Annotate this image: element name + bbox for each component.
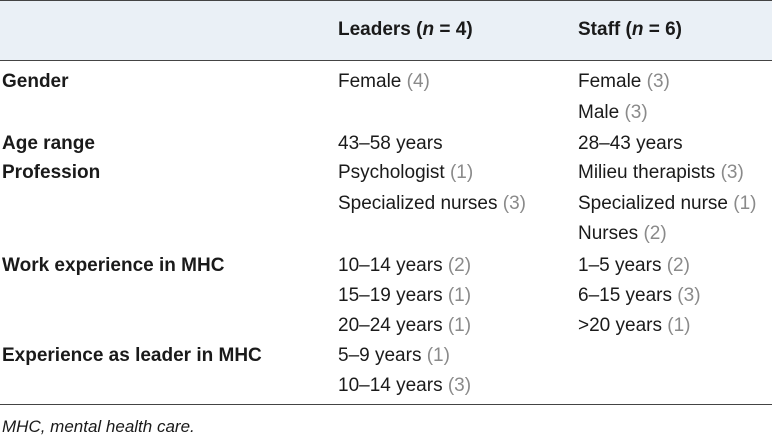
staff-profession-1: Specialized nurse (1)	[578, 192, 757, 216]
cell-count: (3)	[502, 193, 526, 214]
cell-count: (1)	[447, 285, 472, 306]
cell-count: (3)	[624, 102, 648, 123]
cell-text: Specialized nurse	[578, 193, 734, 214]
cell-count: (4)	[406, 71, 430, 92]
cell-text: Specialized nurses	[338, 193, 503, 214]
cell-count: (3)	[720, 162, 744, 183]
cell-count: (1)	[447, 315, 472, 336]
row-label-gender: Gender	[2, 71, 69, 92]
staff-header-post: = 6)	[643, 19, 682, 40]
leaders-header-pre: Leaders (	[338, 19, 423, 40]
cell-text: 5–9 years	[338, 345, 427, 366]
staff-profession-2: Nurses (2)	[578, 222, 667, 246]
row-label-work-experience: Work experience in MHC	[2, 255, 225, 276]
staff-profession-0: Milieu therapists (3)	[578, 161, 744, 185]
row-label-age-range: Age range	[2, 133, 95, 154]
leaders-leader-exp-1: 10–14 years (3)	[338, 374, 471, 398]
leaders-work-0: 10–14 years (2)	[338, 254, 471, 278]
cell-text: 6–15 years	[578, 285, 678, 306]
cell-count: (2)	[643, 223, 667, 244]
cell-count: (1)	[667, 315, 691, 336]
leaders-profession-1: Specialized nurses (3)	[338, 192, 526, 216]
cell-count: (3)	[646, 71, 670, 92]
cell-text: 28–43 years	[578, 133, 683, 154]
staff-work-2: >20 years (1)	[578, 314, 690, 338]
bottom-rule	[0, 404, 772, 405]
staff-header-n: n	[631, 19, 644, 40]
cell-count: (1)	[426, 345, 450, 366]
leaders-age-0: 43–58 years	[338, 132, 443, 156]
staff-work-1: 6–15 years (3)	[578, 284, 701, 308]
leaders-work-2: 20–24 years (1)	[338, 314, 471, 338]
cell-count: (3)	[677, 285, 701, 306]
cell-text: 15–19 years	[338, 285, 448, 306]
leaders-work-1: 15–19 years (1)	[338, 284, 471, 308]
leaders-profession-0: Psychologist (1)	[338, 161, 473, 185]
cell-count: (2)	[447, 255, 472, 276]
column-header-leaders: Leaders (n = 4)	[338, 18, 473, 42]
staff-work-0: 1–5 years (2)	[578, 254, 690, 278]
leaders-header-n: n	[422, 19, 435, 40]
cell-count: (2)	[666, 255, 690, 276]
cell-text: Milieu therapists	[578, 162, 721, 183]
staff-gender-0: Female (3)	[578, 70, 670, 94]
cell-count: (1)	[449, 162, 474, 183]
cell-text: Nurses	[578, 223, 644, 244]
cell-text: 10–14 years	[338, 255, 448, 276]
top-rule	[0, 0, 772, 1]
table-footnote: MHC, mental health care.	[2, 417, 195, 436]
leaders-leader-exp-0: 5–9 years (1)	[338, 344, 450, 368]
leaders-header-post: = 4)	[434, 19, 473, 40]
header-band	[0, 0, 772, 60]
cell-count: (3)	[447, 375, 472, 396]
column-header-staff: Staff (n = 6)	[578, 18, 682, 42]
cell-text: 1–5 years	[578, 255, 667, 276]
staff-age-0: 28–43 years	[578, 132, 683, 156]
cell-text: Female	[338, 71, 407, 92]
cell-text: Female	[578, 71, 647, 92]
cell-text: >20 years	[578, 315, 668, 336]
row-label-leader-experience: Experience as leader in MHC	[2, 345, 262, 366]
leaders-gender-0: Female (4)	[338, 70, 430, 94]
cell-text: Psychologist	[338, 162, 450, 183]
cell-text: 10–14 years	[338, 375, 448, 396]
header-rule	[0, 60, 772, 61]
cell-text: Male	[578, 102, 625, 123]
row-label-profession: Profession	[2, 162, 101, 183]
cell-text: 20–24 years	[338, 315, 448, 336]
staff-header-pre: Staff (	[578, 19, 632, 40]
cell-text: 43–58 years	[338, 133, 443, 154]
staff-gender-1: Male (3)	[578, 101, 648, 125]
cell-count: (1)	[733, 193, 757, 214]
